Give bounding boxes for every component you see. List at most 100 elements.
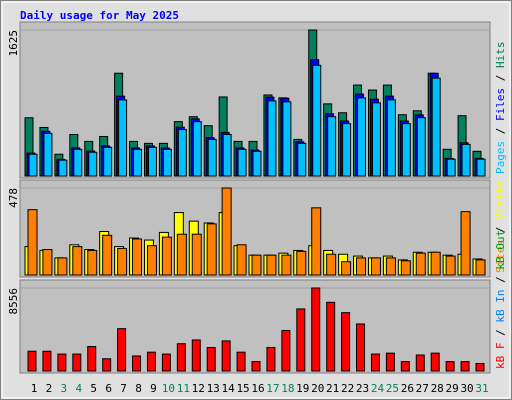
bar	[370, 257, 381, 276]
x-tick-label: 17	[266, 382, 279, 395]
x-tick-label: 18	[281, 382, 294, 395]
y-tick-label: 478	[7, 188, 20, 208]
legend: kB F / kB In / kB Out	[494, 230, 507, 369]
x-tick-label: 14	[222, 382, 236, 395]
x-tick-label: 20	[311, 382, 324, 395]
bar	[177, 129, 187, 177]
bar	[27, 209, 38, 276]
x-tick-label: 28	[431, 382, 444, 395]
x-tick-label: 23	[356, 382, 369, 395]
bar	[221, 187, 232, 276]
bar	[281, 330, 291, 372]
bar	[236, 351, 246, 372]
x-tick-label: 9	[150, 382, 157, 395]
x-tick-label: 24	[371, 382, 385, 395]
legend-separator: /	[494, 323, 507, 343]
bar	[117, 247, 128, 276]
bar	[146, 351, 156, 372]
bar	[327, 116, 337, 177]
legend-separator: /	[494, 220, 507, 240]
bar	[446, 158, 456, 177]
legend: Sites / Visits	[494, 180, 507, 273]
bar	[356, 323, 366, 372]
bar	[476, 158, 486, 177]
bar	[342, 123, 352, 177]
bar	[385, 352, 395, 372]
legend-separator: /	[494, 121, 507, 141]
bar	[296, 308, 306, 372]
bar	[222, 133, 232, 177]
bar	[102, 234, 113, 276]
bar	[73, 148, 83, 177]
bar	[251, 361, 261, 372]
bar	[415, 252, 426, 276]
x-tick-label: 7	[120, 382, 127, 395]
bar	[162, 148, 172, 177]
x-tick-label: 19	[296, 382, 309, 395]
x-tick-label: 10	[162, 382, 175, 395]
bar	[266, 254, 277, 276]
y-tick-label: 8556	[7, 288, 20, 315]
x-tick-label: 2	[46, 382, 53, 395]
bar	[400, 260, 411, 276]
bar	[461, 143, 471, 177]
bar	[445, 361, 455, 372]
bar	[460, 211, 471, 276]
x-tick-label: 13	[207, 382, 220, 395]
bar	[416, 117, 426, 177]
bar	[146, 245, 157, 276]
x-tick-label: 22	[341, 382, 354, 395]
x-tick-label: 21	[326, 382, 339, 395]
bar	[132, 355, 142, 372]
bar	[72, 246, 83, 276]
x-tick-label: 12	[192, 382, 205, 395]
x-tick-label: 25	[386, 382, 399, 395]
x-tick-label: 30	[460, 382, 473, 395]
bar	[118, 99, 128, 177]
bar	[282, 101, 292, 177]
bar	[192, 121, 202, 177]
bar	[132, 238, 143, 276]
bar	[252, 150, 262, 177]
bar	[117, 328, 127, 372]
bar	[415, 354, 425, 372]
bar	[87, 249, 98, 276]
chart-title: Daily usage for May 2025	[20, 9, 179, 22]
bar	[102, 358, 112, 372]
bar	[445, 255, 456, 276]
bar	[147, 146, 157, 177]
bar	[430, 251, 441, 276]
bar	[221, 340, 231, 372]
x-tick-label: 26	[401, 382, 414, 395]
bar	[311, 287, 321, 372]
bar	[371, 102, 381, 177]
legend-entry: Hits	[494, 42, 507, 69]
bar	[88, 151, 98, 177]
bar	[237, 148, 247, 177]
x-tick-label: 29	[446, 382, 459, 395]
legend-entry: Files	[494, 88, 507, 121]
bar	[341, 312, 351, 372]
x-tick-label: 6	[105, 382, 112, 395]
bar	[326, 253, 337, 276]
x-tick-label: 4	[75, 382, 82, 395]
legend-entry: Sites	[494, 240, 507, 273]
bar	[385, 257, 396, 276]
x-tick-label: 31	[475, 382, 488, 395]
bar	[357, 97, 367, 177]
bar	[43, 133, 53, 177]
bar	[326, 301, 336, 372]
bar	[42, 350, 52, 372]
legend-entry: Pages	[494, 141, 507, 174]
bar	[176, 343, 186, 372]
legend-entry: kB Out	[494, 230, 507, 270]
bar	[251, 254, 262, 276]
bar	[191, 233, 202, 276]
bar	[72, 353, 82, 372]
x-tick-label: 16	[251, 382, 264, 395]
bar	[207, 138, 217, 177]
bar	[430, 352, 440, 372]
bar	[206, 223, 217, 276]
